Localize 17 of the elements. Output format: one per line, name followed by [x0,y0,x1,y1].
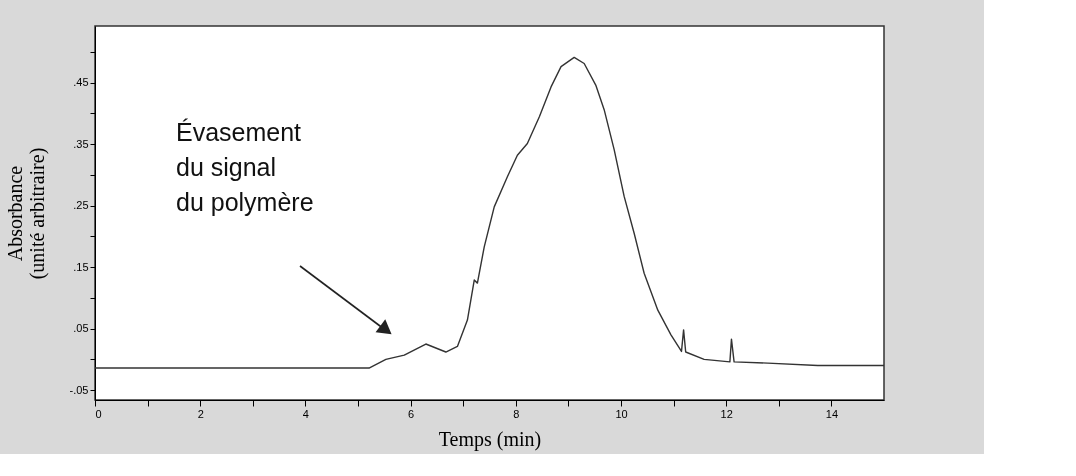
y-axis-title: Absorbance (unité arbitraire) [3,147,49,280]
x-tick-label: 2 [197,407,204,420]
y-tick-label: .25 [73,199,89,212]
y-tick-label: .35 [73,137,89,150]
x-tick-label: 6 [408,407,415,420]
y-tick-label: .05 [73,322,89,335]
x-axis-title: Temps (min) [438,427,542,451]
x-tick-label: 14 [825,407,839,420]
y-tick-label: .15 [73,260,89,273]
x-tick-label: 12 [720,407,733,420]
y-tick-label: -.05 [69,383,89,396]
x-tick-label: 4 [302,407,309,420]
annotation: Évasement du signal du polymère [176,118,314,216]
x-tick-label: 8 [513,407,520,420]
x-tick-label: 0 [95,407,102,420]
x-tick-label: 10 [615,407,628,420]
y-tick-label: .45 [73,76,89,89]
